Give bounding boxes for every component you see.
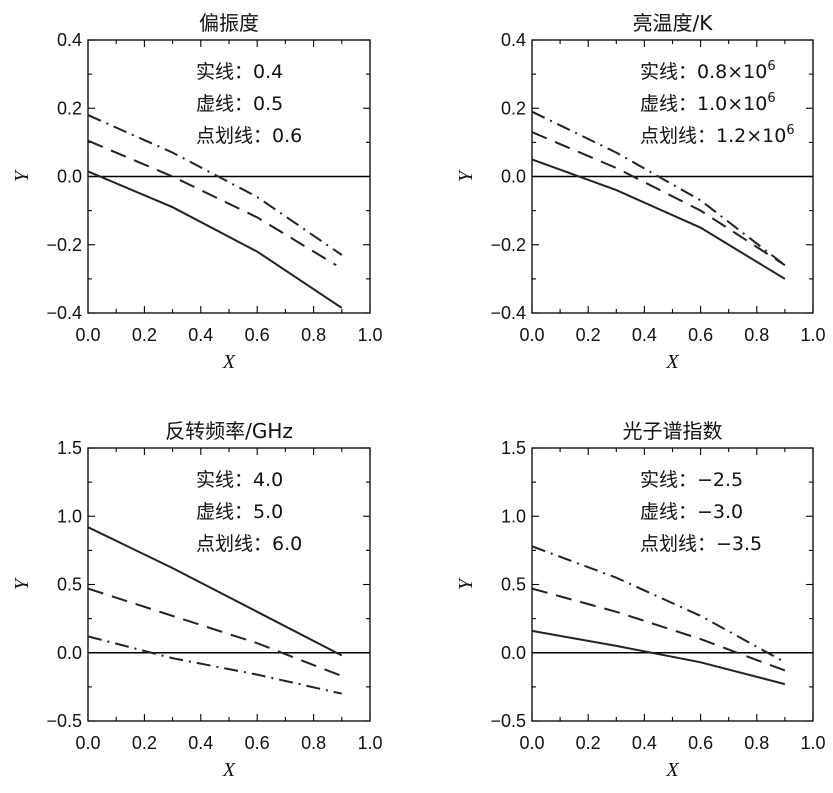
- series-line-solid: [87, 170, 343, 309]
- y-tick-label: −0.4: [490, 303, 526, 323]
- x-tick-label: 0.0: [519, 325, 544, 345]
- chart-title: 反转频率/GHz: [165, 419, 293, 443]
- x-tick-label: 0.2: [576, 733, 601, 753]
- x-axis-label: X: [665, 351, 679, 373]
- y-tick-label: 0.0: [57, 167, 82, 187]
- series-line-solid: [531, 629, 786, 686]
- x-tick-label: 0.8: [301, 733, 326, 753]
- y-tick-label: 0.0: [501, 643, 526, 663]
- y-tick-label: 0.0: [501, 167, 526, 187]
- y-tick-label: −0.5: [490, 711, 526, 731]
- x-tick-label: 0.4: [632, 325, 657, 345]
- x-tick-label: 0.0: [519, 733, 544, 753]
- series-line-dashed: [87, 139, 337, 267]
- annotation-label: 虚线：5.0: [196, 501, 283, 523]
- y-tick-label: 1.5: [501, 438, 526, 458]
- annotation-label: 点划线：6.0: [196, 533, 302, 555]
- annotation-label: 实线：0.8×106: [640, 59, 776, 83]
- y-tick-label: −0.4: [46, 303, 82, 323]
- chart-panel-1: 0.0 0.2 0.4 0.6 0.8 1.0 −0.4 −0.2 0.0 0.2 0.4 偏振度 X Y…: [11, 11, 383, 373]
- x-tick-label: 0.6: [245, 733, 270, 753]
- y-axis-label: Y: [455, 577, 477, 590]
- x-tick-label: 0.2: [132, 733, 157, 753]
- annotation-label: 点划线：0.6: [196, 125, 302, 147]
- series-line-dashdot: [531, 545, 786, 664]
- annotation-label: 实线：0.4: [196, 61, 283, 83]
- x-axis-label: X: [665, 759, 679, 781]
- y-tick-label: −0.2: [490, 235, 526, 255]
- y-tick-label: −0.5: [46, 711, 82, 731]
- x-tick-label: 0.4: [632, 733, 657, 753]
- x-tick-label: 1.0: [800, 325, 825, 345]
- series-line-dashdot: [87, 114, 343, 256]
- y-tick-label: 0.0: [57, 643, 82, 663]
- chart-panel-3: 0.0 0.2 0.4 0.6 0.8 1.0−0.50.00.51.01.5反转频率/G…: [11, 419, 383, 781]
- y-tick-label: 0.5: [57, 575, 82, 595]
- x-tick-label: 0.2: [576, 325, 601, 345]
- chart-title: 偏振度: [199, 11, 259, 35]
- series-line-dashed: [531, 131, 786, 267]
- y-tick-label: 1.0: [501, 506, 526, 526]
- y-tick-label: −0.2: [46, 235, 82, 255]
- y-axis-label: Y: [11, 169, 33, 182]
- annotation-label: 点划线：1.2×106: [640, 123, 795, 147]
- annotation-label: 点划线：−3.5: [640, 533, 762, 555]
- annotation-label: 虚线：−3.0: [640, 501, 743, 523]
- series-line-solid: [87, 526, 343, 657]
- chart-title: 光子谱指数: [623, 419, 723, 443]
- x-tick-label: 1.0: [357, 325, 382, 345]
- x-axis-label: X: [222, 759, 236, 781]
- chart-panel-4: 0.0 0.2 0.4 0.6 0.8 1.0−0.50.00.51.01.5光子谱指数X…: [455, 419, 826, 781]
- x-tick-label: 0.8: [744, 733, 769, 753]
- y-tick-label: 0.4: [57, 30, 82, 50]
- annotation-label: 虚线：1.0×106: [640, 91, 776, 115]
- x-axis-label: X: [222, 351, 236, 373]
- x-tick-label: 0.6: [245, 325, 270, 345]
- y-tick-label: 0.2: [57, 98, 82, 118]
- y-tick-label: 0.4: [501, 30, 526, 50]
- annotation-label: 虚线：0.5: [196, 93, 283, 115]
- x-tick-label: 0.8: [744, 325, 769, 345]
- series-line-dashdot: [531, 110, 786, 266]
- annotation-label: 实线：4.0: [196, 469, 283, 491]
- y-axis-label: Y: [11, 577, 33, 590]
- chart-title: 亮温度/K: [633, 11, 714, 35]
- series-line-solid: [531, 158, 786, 280]
- x-tick-label: 0.0: [75, 325, 100, 345]
- y-tick-label: 0.2: [501, 98, 526, 118]
- y-tick-label: 1.0: [57, 506, 82, 526]
- series-line-dashdot: [87, 635, 343, 695]
- x-tick-label: 0.6: [688, 733, 713, 753]
- chart-panel-2: 0.0 0.2 0.4 0.6 0.8 1.0 −0.4 −0.2 0.0 0.2 0.4 亮温度/K…: [455, 11, 826, 373]
- x-tick-label: 0.8: [301, 325, 326, 345]
- x-tick-label: 0.4: [188, 733, 213, 753]
- series-line-dashed: [531, 587, 786, 672]
- x-tick-label: 0.6: [688, 325, 713, 345]
- x-tick-label: 1.0: [800, 733, 825, 753]
- annotation-label: 实线：−2.5: [640, 469, 743, 491]
- x-tick-label: 1.0: [357, 733, 382, 753]
- x-tick-label: 0.0: [75, 733, 100, 753]
- series-line-dashed: [87, 587, 343, 677]
- x-tick-label: 0.4: [188, 325, 213, 345]
- x-tick-label: 0.2: [132, 325, 157, 345]
- y-tick-label: 1.5: [57, 438, 82, 458]
- y-axis-label: Y: [455, 169, 477, 182]
- y-tick-label: 0.5: [501, 575, 526, 595]
